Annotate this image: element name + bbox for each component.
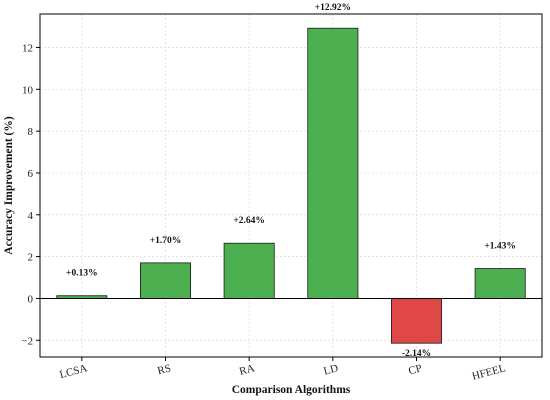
bar-rs (139, 262, 191, 299)
x-tick-label: RS (156, 362, 172, 377)
data-label: +0.13% (66, 269, 98, 279)
x-tick-label: LCSA (58, 362, 88, 381)
x-axis-ticks: LCSA RS RA LD CP HFEEL (58, 357, 507, 383)
bar-cp (390, 298, 442, 344)
x-tick-label: RA (238, 362, 256, 378)
y-tick-label: 12 (22, 42, 33, 54)
y-tick-label: 2 (28, 252, 34, 264)
y-axis-ticks: −2 0 2 4 6 8 10 12 (21, 42, 40, 347)
bar-hfeel (474, 268, 526, 299)
bar-ra (223, 242, 275, 299)
y-tick-label: 4 (28, 210, 34, 222)
x-tick-label: HFEEL (471, 362, 507, 383)
bars (56, 27, 526, 344)
data-label: +1.43% (484, 242, 516, 252)
x-tick-label: CP (407, 362, 423, 377)
data-label: +12.92% (315, 3, 351, 13)
data-label: +1.70% (150, 236, 182, 246)
data-labels: +0.13% +1.70% +2.64% +12.92% -2.14% +1.43% (66, 3, 516, 359)
y-tick-label: −2 (21, 335, 33, 347)
x-tick-label: LD (322, 362, 339, 377)
grid-lines (40, 14, 542, 357)
plot-frame (39, 13, 543, 358)
y-tick-label: 8 (28, 126, 34, 138)
y-axis-title: Accuracy Improvement (%) (3, 116, 15, 255)
bar-ld (307, 27, 359, 299)
x-axis-title: Comparison Algorithms (232, 384, 351, 396)
data-label: +2.64% (233, 216, 265, 226)
y-tick-label: 10 (22, 84, 34, 96)
y-tick-label: 0 (28, 293, 34, 305)
y-tick-label: 6 (28, 168, 34, 180)
data-label: -2.14% (402, 349, 431, 359)
